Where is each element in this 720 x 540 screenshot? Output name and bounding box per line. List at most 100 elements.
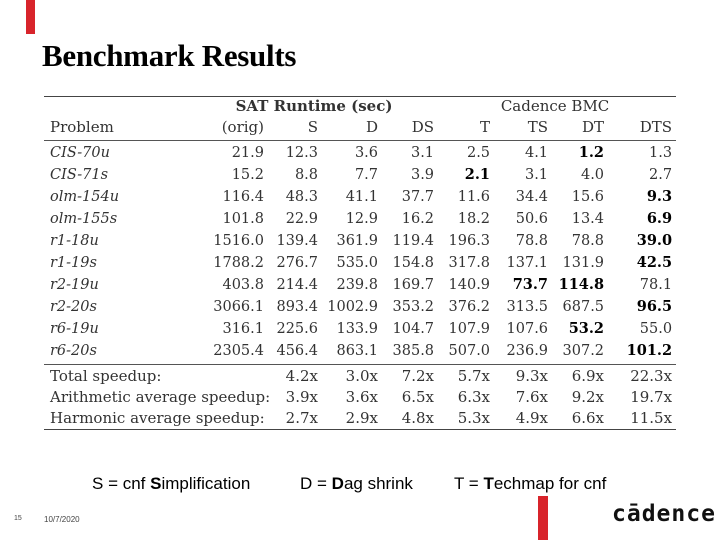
runtime-cell: 507.0 (448, 343, 491, 359)
summary-label: Total speedup: (50, 367, 162, 385)
speedup-cell: 6.3x (457, 388, 491, 406)
runtime-cell: 50.6 (515, 211, 549, 227)
summary-body: Total speedup: 4.2x 3.0x 7.2x 5.7x 9.3x 6.9x 22… (44, 366, 676, 429)
legend-d: D = Dag shrink (300, 474, 413, 493)
runtime-cell: 139.4 (276, 233, 318, 249)
table-body: CIS-70u 21.9 12.3 3.6 3.1 2.5 4.1 1.2 1.3 CIS-71s… (44, 142, 676, 362)
runtime-cell: 239.8 (336, 277, 378, 293)
speedup-cell: 19.7x (630, 388, 673, 406)
runtime-cell: 119.4 (392, 233, 435, 249)
runtime-cell: 225.6 (276, 321, 318, 337)
speedup-cell: 6.9x (571, 367, 605, 385)
speedup-cell: 2.7x (285, 409, 318, 427)
runtime-cell: 9.3 (646, 188, 673, 205)
slide-number: 15 (14, 515, 22, 522)
runtime-cell: 361.9 (336, 233, 378, 249)
runtime-cell: 3.6 (354, 145, 378, 161)
runtime-cell: 53.2 (568, 320, 605, 337)
speedup-cell: 6.6x (571, 409, 605, 427)
speedup-cell: 11.5x (630, 409, 673, 427)
problem-name-cell: CIS-71s (50, 167, 109, 183)
summary-row: Arithmetic average speedup: 3.9x 3.6x 6.5x 6… (44, 387, 676, 408)
problem-name-cell: r2-20s (50, 299, 97, 315)
runtime-cell: 12.9 (345, 211, 378, 227)
runtime-cell: 4.0 (580, 167, 605, 183)
runtime-cell: 78.1 (639, 277, 673, 293)
runtime-cell: 101.8 (222, 211, 264, 227)
table-bottom-rule (44, 429, 676, 430)
speedup-cell: 4.8x (401, 409, 435, 427)
runtime-cell: 1.3 (649, 145, 673, 161)
runtime-cell: 48.3 (285, 189, 318, 205)
table-row: CIS-70u 21.9 12.3 3.6 3.1 2.5 4.1 1.2 1.3 (44, 142, 676, 164)
problem-name-cell: r1-18u (50, 233, 99, 249)
runtime-cell: 1002.9 (327, 299, 378, 315)
speedup-cell: 3.0x (345, 367, 378, 385)
runtime-cell: 107.6 (506, 321, 549, 337)
table-row: olm-155s 101.8 22.9 12.9 16.2 18.2 50.6 13.4 6.9 (44, 208, 676, 230)
runtime-cell: 96.5 (636, 298, 673, 315)
speedup-cell: 7.2x (401, 367, 435, 385)
table-row: r6-19u 316.1 225.6 133.9 104.7 107.9 107.6 53.2… (44, 318, 676, 340)
runtime-cell: 140.9 (448, 277, 491, 293)
problem-name-cell: r6-19u (50, 321, 99, 337)
runtime-cell: 1788.2 (213, 255, 264, 271)
runtime-cell: 3.9 (410, 167, 435, 183)
runtime-cell: 353.2 (392, 299, 435, 315)
runtime-cell: 22.9 (285, 211, 318, 227)
legend-s: S = cnf Simplification (92, 474, 251, 493)
problem-name-cell: r1-19s (50, 255, 97, 271)
runtime-cell: 535.0 (336, 255, 378, 271)
runtime-cell: 7.7 (354, 167, 378, 183)
runtime-cell: 116.4 (222, 189, 264, 205)
runtime-cell: 1516.0 (213, 233, 264, 249)
speedup-cell: 7.6x (515, 388, 549, 406)
runtime-cell: 13.4 (571, 211, 605, 227)
col-header-dts: DTS (639, 118, 673, 136)
group-header-row: SAT Runtime (sec) Cadence BMC (44, 97, 676, 116)
runtime-cell: 114.8 (558, 276, 605, 293)
table-row: r2-20s 3066.1 893.4 1002.9 353.2 376.2 313.5 68… (44, 296, 676, 318)
runtime-cell: 73.7 (512, 276, 549, 293)
runtime-cell: 37.7 (401, 189, 435, 205)
table-row: r6-20s 2305.4 456.4 863.1 385.8 507.0 236.9 307… (44, 340, 676, 362)
results-table: SAT Runtime (sec) Cadence BMC Problem (o… (44, 96, 677, 430)
runtime-cell: 456.4 (276, 343, 318, 359)
table-row: CIS-71s 15.2 8.8 7.7 3.9 2.1 3.1 4.0 2.7 (44, 164, 676, 186)
legend-t: T = Techmap for cnf (454, 474, 607, 493)
speedup-cell: 5.3x (457, 409, 491, 427)
runtime-cell: 41.1 (345, 189, 378, 205)
speedup-cell: 9.3x (515, 367, 549, 385)
runtime-cell: 6.9 (646, 210, 673, 227)
problem-name-cell: CIS-70u (50, 145, 110, 161)
runtime-cell: 107.9 (448, 321, 491, 337)
runtime-cell: 42.5 (636, 254, 673, 271)
runtime-cell: 16.2 (401, 211, 435, 227)
speedup-cell: 4.2x (285, 367, 318, 385)
speedup-cell: 3.6x (345, 388, 378, 406)
column-header-row: Problem (orig) S D DS T TS DT DTS (44, 116, 676, 138)
runtime-cell: 137.1 (506, 255, 549, 271)
runtime-cell: 39.0 (636, 232, 673, 249)
runtime-cell: 2.5 (466, 145, 491, 161)
runtime-cell: 403.8 (222, 277, 264, 293)
col-header-ds: DS (411, 118, 435, 136)
cadence-logo: cādence (612, 501, 716, 527)
slide-title: Benchmark Results (42, 38, 297, 73)
speedup-cell: 4.9x (515, 409, 549, 427)
runtime-cell: 78.8 (571, 233, 605, 249)
runtime-cell: 863.1 (336, 343, 378, 359)
runtime-cell: 131.9 (562, 255, 605, 271)
runtime-cell: 893.4 (276, 299, 318, 315)
runtime-cell: 385.8 (392, 343, 435, 359)
runtime-cell: 101.2 (626, 342, 673, 359)
accent-bar-bottom (538, 496, 548, 540)
summary-row: Harmonic average speedup: 2.7x 2.9x 4.8x 5.3… (44, 408, 676, 429)
col-header-t: T (480, 118, 491, 136)
runtime-cell: 15.6 (571, 189, 605, 205)
col-header-ts: TS (527, 118, 549, 136)
runtime-cell: 2.7 (649, 167, 673, 183)
col-header-s: S (307, 118, 318, 136)
runtime-cell: 307.2 (562, 343, 605, 359)
summary-row: Total speedup: 4.2x 3.0x 7.2x 5.7x 9.3x 6.9x 22… (44, 366, 676, 387)
